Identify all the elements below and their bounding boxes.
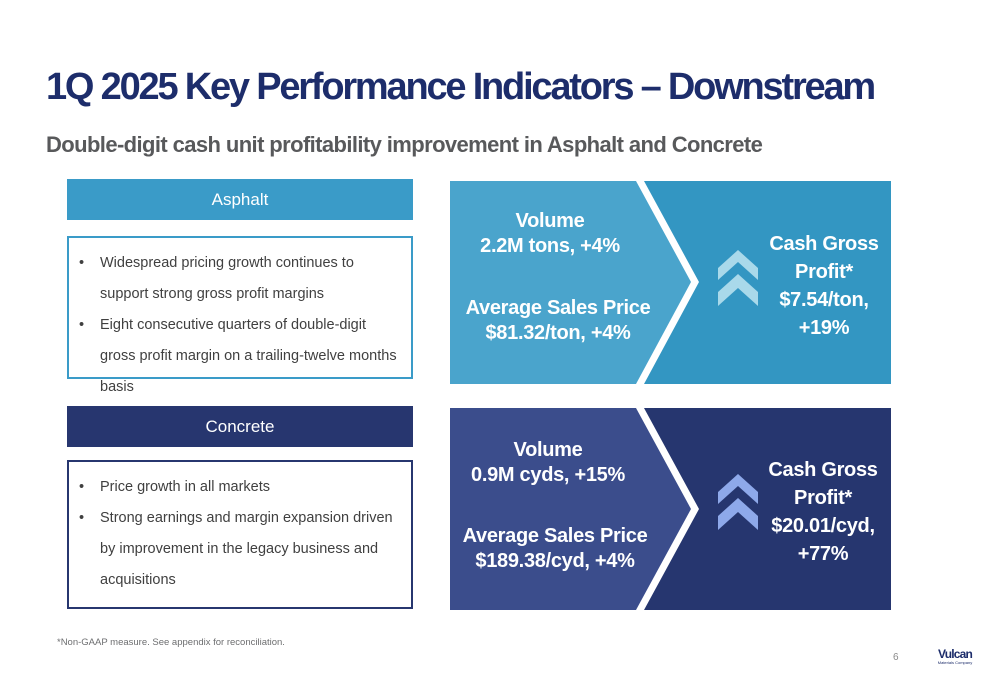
concrete-panel-shapes xyxy=(450,408,891,610)
logo-wordmark: Vulcan xyxy=(937,647,973,661)
asphalt-cgp-chevron xyxy=(644,181,891,384)
cgp-label-1: Cash Gross xyxy=(768,459,878,481)
double-chevron-up-icon xyxy=(718,474,758,530)
concrete-header: Concrete xyxy=(67,406,413,447)
asp-label: Average Sales Price xyxy=(465,297,651,319)
concrete-volume-chevron xyxy=(450,408,691,610)
cgp-value: $7.54/ton, xyxy=(779,289,869,311)
page-number: 6 xyxy=(893,652,899,663)
asphalt-volume-chevron xyxy=(450,181,691,384)
concrete-volume-block: Volume 0.9M cyds, +15% xyxy=(450,438,646,488)
concrete-cgp-block: Cash Gross Profit* $20.01/cyd, +77% xyxy=(764,456,882,568)
page-title: 1Q 2025 Key Performance Indicators – Dow… xyxy=(46,66,876,108)
asp-value: $189.38/cyd, +4% xyxy=(475,550,635,572)
asp-label: Average Sales Price xyxy=(462,525,648,547)
concrete-asp-block: Average Sales Price $189.38/cyd, +4% xyxy=(450,524,660,574)
volume-value: 2.2M tons, +4% xyxy=(480,235,620,257)
asphalt-bullets-box: Widespread pricing growth continues to s… xyxy=(67,236,413,395)
asphalt-asp-block: Average Sales Price $81.32/ton, +4% xyxy=(450,296,666,346)
page-subtitle: Double-digit cash unit profitability imp… xyxy=(46,132,763,157)
logo-subtext: Materials Company xyxy=(937,660,973,665)
asphalt-bullet-list: Widespread pricing growth continues to s… xyxy=(69,238,411,403)
cgp-change: +77% xyxy=(797,543,849,565)
cgp-label-2: Profit* xyxy=(795,261,853,283)
asphalt-volume-block: Volume 2.2M tons, +4% xyxy=(450,209,650,259)
asphalt-panel-shapes xyxy=(450,181,891,384)
volume-label: Volume xyxy=(513,439,583,461)
cgp-label-2: Profit* xyxy=(794,487,852,509)
concrete-bullet-list: Price growth in all markets Strong earni… xyxy=(69,462,411,596)
list-item: Price growth in all markets xyxy=(77,472,403,503)
double-chevron-up-icon xyxy=(718,250,758,306)
list-item: Strong earnings and margin expansion dri… xyxy=(77,503,403,596)
cgp-value: $20.01/cyd, xyxy=(771,515,875,537)
asphalt-cgp-block: Cash Gross Profit* $7.54/ton, +19% xyxy=(768,230,880,342)
footnote: *Non-GAAP measure. See appendix for reco… xyxy=(57,637,285,648)
concrete-bullets-box: Price growth in all markets Strong earni… xyxy=(67,460,413,609)
asphalt-header: Asphalt xyxy=(67,179,413,220)
cgp-change: +19% xyxy=(798,317,850,339)
asp-value: $81.32/ton, +4% xyxy=(485,322,631,344)
concrete-cgp-chevron xyxy=(644,408,891,610)
list-item: Widespread pricing growth continues to s… xyxy=(77,248,403,310)
cgp-label-1: Cash Gross xyxy=(769,233,879,255)
company-logo: Vulcan Materials Company xyxy=(934,648,976,665)
volume-value: 0.9M cyds, +15% xyxy=(471,464,625,486)
concrete-kpi-panel: Volume 0.9M cyds, +15% Average Sales Pri… xyxy=(450,408,891,610)
asphalt-kpi-panel: Volume 2.2M tons, +4% Average Sales Pric… xyxy=(450,181,891,384)
list-item: Eight consecutive quarters of double-dig… xyxy=(77,310,403,403)
volume-label: Volume xyxy=(515,210,585,232)
